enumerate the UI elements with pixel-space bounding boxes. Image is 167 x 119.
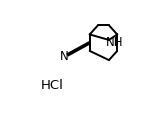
Text: NH: NH (106, 36, 123, 49)
Text: HCl: HCl (41, 79, 64, 92)
Text: N: N (60, 50, 68, 63)
